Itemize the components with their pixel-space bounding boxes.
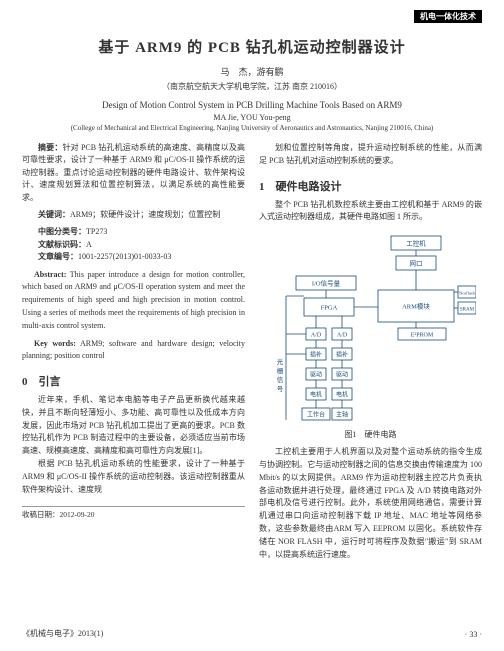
header-tag: 机电一体化技术 <box>414 10 482 23</box>
keywords-zh: 关键词：ARM9；软硬件设计；速度规划；位置控制 <box>22 209 245 221</box>
hardware-diagram: 工控机网口 I/O信号量 ARM模块 FPGA Norflash SRAM E²PROM A/… <box>266 230 476 426</box>
en-affiliation: (College of Mechanical and Electrical En… <box>22 124 482 132</box>
section-hw: 1 硬件电路设计 <box>259 178 482 194</box>
svg-text:SRAM: SRAM <box>459 308 474 313</box>
affiliation: （南京航空航天大学机电学院，江苏 南京 210016） <box>22 81 482 92</box>
para-top: 划和位置控制等角度，提升运动控制系统的性能，从而满足 PCB 钻孔机对运动控制系… <box>259 142 482 168</box>
keywords-en: Key words: ARM9; software and hardware d… <box>22 338 245 364</box>
figure-1: 工控机网口 I/O信号量 ARM模块 FPGA Norflash SRAM E²PROM A/… <box>266 230 476 440</box>
svg-text:E²PROM: E²PROM <box>410 333 433 339</box>
authors: 马 杰，游有鹏 <box>22 65 482 78</box>
received-date: 收稿日期：2012-09-20 <box>22 506 245 520</box>
svg-text:主轴: 主轴 <box>335 411 347 419</box>
para-hw-1: 整个 PCB 钻孔机数控系统主要由工控机和基于 ARM9 的嵌入式运动控制器组成… <box>259 199 482 225</box>
svg-text:A/D: A/D <box>336 333 347 339</box>
svg-text:插补: 插补 <box>335 351 347 359</box>
abstract-en: Abstract: This paper introduce a design … <box>22 269 245 333</box>
en-authors: MA Jie, YOU You-peng <box>22 113 482 122</box>
docid: 文献标识码：A <box>22 239 245 251</box>
svg-text:插补: 插补 <box>309 351 321 359</box>
svg-text:网口: 网口 <box>409 260 422 268</box>
en-title: Design of Motion Control System in PCB D… <box>22 100 482 110</box>
abstract-zh: 摘要：针对 PCB 钻孔机运动系统的高速度、高精度以及高可靠性要求，设计了一种基… <box>22 142 245 204</box>
right-column: 划和位置控制等角度，提升运动控制系统的性能，从而满足 PCB 钻孔机对运动控制系… <box>259 142 482 561</box>
svg-text:ARM模块: ARM模块 <box>402 302 430 311</box>
svg-text:Norflash: Norflash <box>459 291 475 296</box>
svg-text:工作台: 工作台 <box>306 411 324 419</box>
figure-1-caption: 图1 硬件电路 <box>266 429 476 440</box>
section-intro: 0 引言 <box>22 373 245 389</box>
artno: 文章编号：1001-2257(2013)01-0033-03 <box>22 251 245 263</box>
left-column: 摘要：针对 PCB 钻孔机运动系统的高速度、高精度以及高可靠性要求，设计了一种基… <box>22 142 245 561</box>
svg-text:号: 号 <box>276 385 283 393</box>
footer-left: 《机械与电子》2013(1) <box>22 628 103 639</box>
svg-text:FPGA: FPGA <box>320 305 337 312</box>
svg-text:电机: 电机 <box>309 391 321 399</box>
paper-title: 基于 ARM9 的 PCB 钻孔机运动控制器设计 <box>22 36 482 57</box>
svg-text:栅: 栅 <box>276 366 283 375</box>
two-column-layout: 摘要：针对 PCB 钻孔机运动系统的高速度、高精度以及高可靠性要求，设计了一种基… <box>22 142 482 561</box>
svg-text:驱动: 驱动 <box>309 372 321 379</box>
para-intro-1: 近年来，手机、笔记本电脑等电子产品更新换代越来越快，并且不断向轻薄短小、多功能、… <box>22 394 245 458</box>
para-hw-2: 工控机主要用于人机界面以及对整个运动系统的指令生成与协调控制。它与运动控制器之间… <box>259 446 482 561</box>
svg-text:信: 信 <box>276 375 283 384</box>
clc: 中图分类号：TP273 <box>22 226 245 238</box>
svg-text:驱动: 驱动 <box>335 372 347 379</box>
para-intro-2: 根据 PCB 钻孔机运动系统的性能要求，设计了一种基于 ARM9 和 μC/OS… <box>22 458 245 496</box>
svg-text:A/D: A/D <box>310 333 321 339</box>
svg-text:光: 光 <box>276 357 283 366</box>
svg-text:电机: 电机 <box>335 391 347 399</box>
svg-text:I/O信号量: I/O信号量 <box>311 279 340 288</box>
footer-right: · 33 · <box>465 630 482 639</box>
svg-text:工控机: 工控机 <box>406 239 426 248</box>
